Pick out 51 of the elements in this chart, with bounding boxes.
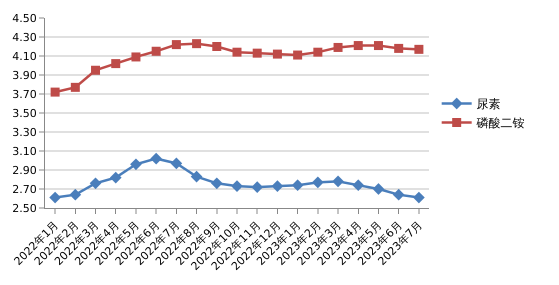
y-tick-label: 3.90 [12, 68, 37, 82]
y-tick-label: 3.30 [12, 126, 37, 139]
point [152, 46, 161, 56]
point [90, 177, 102, 190]
point [372, 183, 384, 195]
legend-label: 磷酸二铵 [476, 116, 525, 130]
point [414, 44, 424, 54]
point [150, 152, 162, 164]
point [110, 172, 122, 184]
point [170, 158, 182, 170]
point [130, 158, 142, 170]
point [392, 188, 405, 201]
point [313, 48, 322, 57]
point [232, 48, 242, 57]
y-tick-label: 3.10 [12, 144, 37, 158]
point [293, 50, 302, 60]
point [252, 48, 262, 58]
y-tick-label: 4.30 [12, 30, 37, 44]
point [332, 176, 344, 188]
y-tick-label: 4.50 [12, 12, 37, 25]
point [231, 180, 243, 192]
point [374, 41, 383, 50]
point [111, 59, 120, 68]
point [272, 180, 284, 192]
point [91, 66, 100, 75]
point [251, 181, 264, 193]
point [272, 50, 282, 59]
point [69, 188, 82, 201]
point [292, 179, 304, 192]
point [192, 39, 202, 48]
y-tick-label: 3.70 [12, 88, 37, 101]
y-tick-label: 2.70 [12, 182, 37, 196]
point [190, 170, 202, 182]
point [131, 52, 140, 62]
point [413, 192, 425, 204]
y-tick-label: 2.90 [12, 164, 37, 177]
point [312, 176, 324, 188]
point [50, 88, 60, 97]
legend-label: 尿素 [476, 97, 501, 112]
point [49, 192, 61, 204]
y-tick-label: 3.50 [12, 106, 37, 120]
point [212, 42, 222, 51]
y-tick-label: 2.50 [12, 202, 37, 215]
point [334, 42, 343, 52]
point [354, 41, 363, 50]
point [394, 44, 404, 53]
point [210, 177, 223, 190]
point [70, 82, 80, 92]
y-tick-label: 4.10 [12, 50, 37, 63]
point [172, 40, 181, 50]
point [352, 179, 364, 192]
